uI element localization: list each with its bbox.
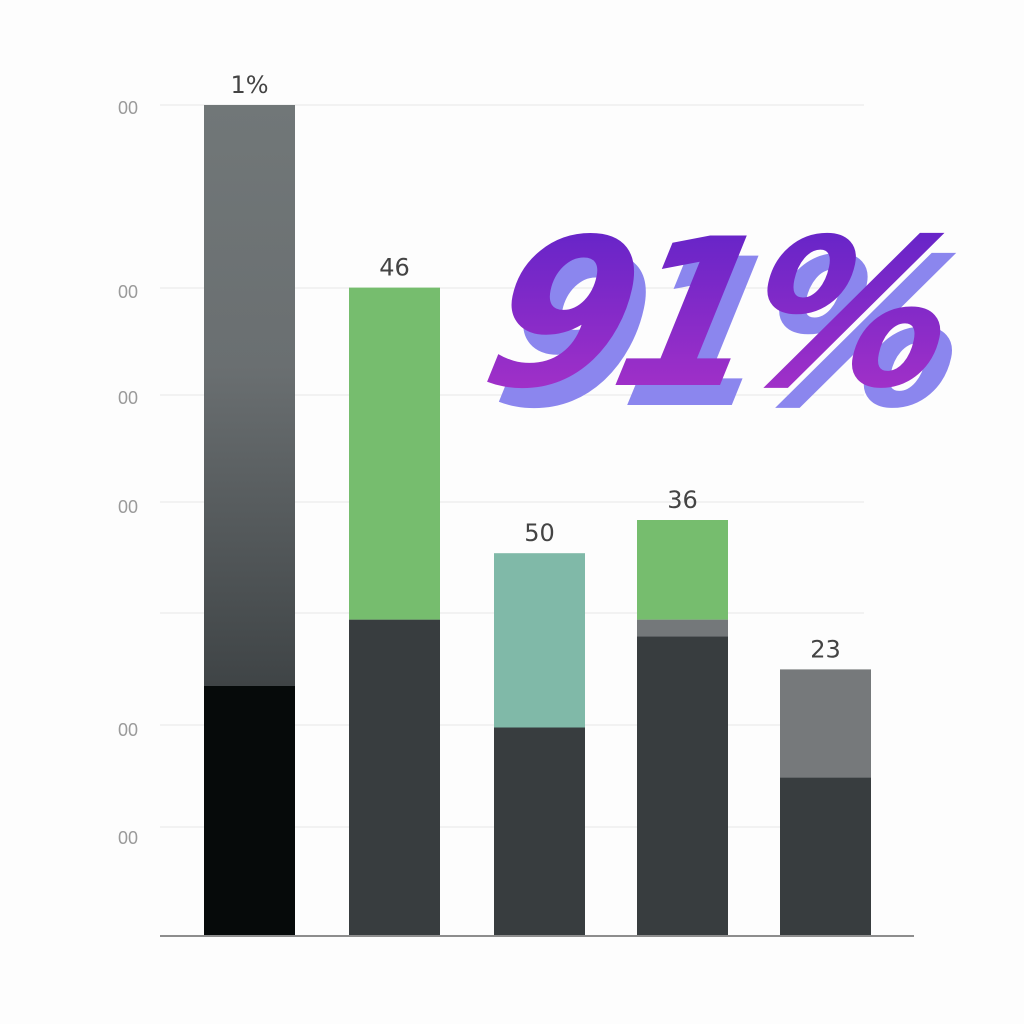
overlay-percent: 91% 91% — [468, 195, 982, 453]
data-label: 23 — [810, 635, 841, 663]
y-tick-label: 00 — [118, 282, 138, 302]
bar-segment — [204, 105, 295, 686]
bar-segment — [780, 777, 871, 935]
overlay-percent-shadow: 91% — [479, 215, 982, 453]
bar-segment — [637, 636, 728, 935]
bar-segment — [349, 287, 440, 620]
bar-segment — [494, 727, 585, 935]
bar-segment — [204, 686, 295, 935]
data-labels: 1% 46 50 36 23 — [230, 71, 840, 663]
data-label: 46 — [379, 254, 410, 282]
data-label: 50 — [524, 519, 555, 547]
y-tick-label: 00 — [118, 388, 138, 408]
bar-segment — [494, 553, 585, 728]
bar-segment — [637, 520, 728, 620]
data-label: 36 — [667, 486, 698, 514]
y-tick-label: 00 — [118, 828, 138, 848]
data-label: 1% — [230, 71, 268, 99]
bar-segment — [349, 619, 440, 935]
y-tick-label: 00 — [118, 98, 138, 118]
bars — [204, 105, 871, 935]
y-tick-label: 00 — [118, 720, 138, 740]
overlay-percent-text: 91% — [468, 195, 971, 433]
bar-segment — [780, 669, 871, 778]
y-tick-label: 00 — [118, 497, 138, 517]
bar-segment — [637, 619, 728, 637]
y-axis-tick-labels: 00 00 00 00 00 00 — [118, 98, 138, 848]
